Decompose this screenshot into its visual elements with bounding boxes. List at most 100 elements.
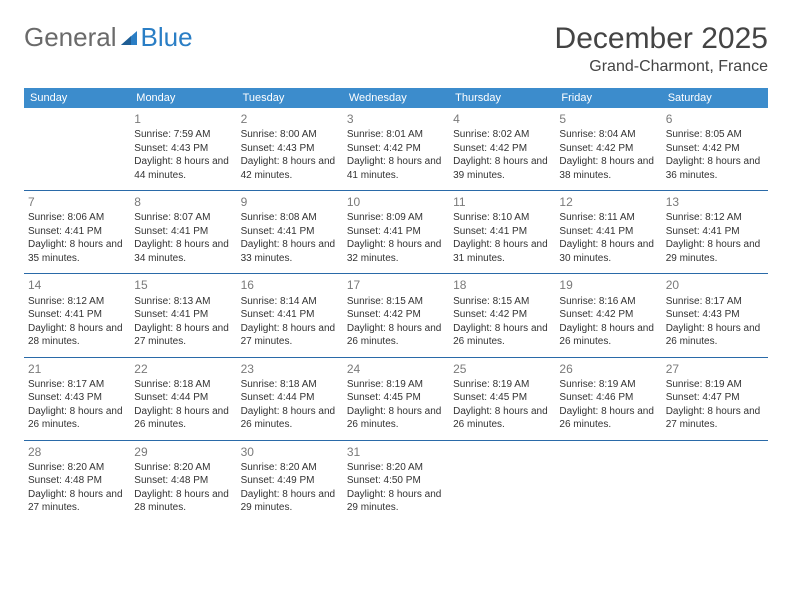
- day-number: 26: [559, 361, 657, 377]
- day-number: 24: [347, 361, 445, 377]
- day-number: 28: [28, 444, 126, 460]
- week-row: 7Sunrise: 8:06 AMSunset: 4:41 PMDaylight…: [24, 191, 768, 274]
- day-cell: 11Sunrise: 8:10 AMSunset: 4:41 PMDayligh…: [449, 191, 555, 274]
- day-cell: 30Sunrise: 8:20 AMSunset: 4:49 PMDayligh…: [237, 440, 343, 523]
- day-cell: 25Sunrise: 8:19 AMSunset: 4:45 PMDayligh…: [449, 357, 555, 440]
- day-cell: 19Sunrise: 8:16 AMSunset: 4:42 PMDayligh…: [555, 274, 661, 357]
- header: General Blue December 2025 Grand-Charmon…: [24, 22, 768, 76]
- day-cell: 12Sunrise: 8:11 AMSunset: 4:41 PMDayligh…: [555, 191, 661, 274]
- day-header: Tuesday: [237, 88, 343, 108]
- day-cell: 24Sunrise: 8:19 AMSunset: 4:45 PMDayligh…: [343, 357, 449, 440]
- day-header-row: SundayMondayTuesdayWednesdayThursdayFrid…: [24, 88, 768, 108]
- day-number: 30: [241, 444, 339, 460]
- day-number: 27: [666, 361, 764, 377]
- day-cell: 21Sunrise: 8:17 AMSunset: 4:43 PMDayligh…: [24, 357, 130, 440]
- day-number: 21: [28, 361, 126, 377]
- day-cell: 10Sunrise: 8:09 AMSunset: 4:41 PMDayligh…: [343, 191, 449, 274]
- day-info: Sunrise: 8:07 AMSunset: 4:41 PMDaylight:…: [134, 211, 232, 265]
- logo: General Blue: [24, 22, 193, 53]
- day-info: Sunrise: 8:17 AMSunset: 4:43 PMDaylight:…: [28, 378, 126, 432]
- day-number: 22: [134, 361, 232, 377]
- day-number: 7: [28, 194, 126, 210]
- day-number: 10: [347, 194, 445, 210]
- day-cell: 2Sunrise: 8:00 AMSunset: 4:43 PMDaylight…: [237, 108, 343, 191]
- day-number: 18: [453, 277, 551, 293]
- day-cell: 18 Sunrise: 8:15 AMSunset: 4:42 PMDayligh…: [449, 274, 555, 357]
- day-number: 11: [453, 194, 551, 210]
- day-info: Sunrise: 8:20 AMSunset: 4:48 PMDaylight:…: [28, 461, 126, 515]
- day-info: Sunrise: 8:20 AMSunset: 4:50 PMDaylight:…: [347, 461, 445, 515]
- day-number: 31: [347, 444, 445, 460]
- day-header: Sunday: [24, 88, 130, 108]
- day-cell: 4Sunrise: 8:02 AMSunset: 4:42 PMDaylight…: [449, 108, 555, 191]
- day-info: Sunrise: 8:06 AMSunset: 4:41 PMDaylight:…: [28, 211, 126, 265]
- day-header: Saturday: [662, 88, 768, 108]
- day-number: 12: [559, 194, 657, 210]
- day-info: Sunrise: 8:20 AMSunset: 4:49 PMDaylight:…: [241, 461, 339, 515]
- day-cell: 1Sunrise: 7:59 AMSunset: 4:43 PMDaylight…: [130, 108, 236, 191]
- day-cell: 31Sunrise: 8:20 AMSunset: 4:50 PMDayligh…: [343, 440, 449, 523]
- day-number: 5: [559, 111, 657, 127]
- day-cell: 9Sunrise: 8:08 AMSunset: 4:41 PMDaylight…: [237, 191, 343, 274]
- day-header: Monday: [130, 88, 236, 108]
- day-number: 17: [347, 277, 445, 293]
- day-info: Sunrise: 8:12 AMSunset: 4:41 PMDaylight:…: [666, 211, 764, 265]
- page-title: December 2025: [555, 22, 768, 56]
- day-cell: 20Sunrise: 8:17 AMSunset: 4:43 PMDayligh…: [662, 274, 768, 357]
- logo-word-general: General: [24, 22, 117, 53]
- day-number: 19: [559, 277, 657, 293]
- day-info: Sunrise: 8:17 AMSunset: 4:43 PMDaylight:…: [666, 295, 764, 349]
- day-info: Sunrise: 8:05 AMSunset: 4:42 PMDaylight:…: [666, 128, 764, 182]
- day-info: Sunrise: 8:09 AMSunset: 4:41 PMDaylight:…: [347, 211, 445, 265]
- day-info: Sunrise: 8:18 AMSunset: 4:44 PMDaylight:…: [241, 378, 339, 432]
- day-info: Sunrise: 8:13 AMSunset: 4:41 PMDaylight:…: [134, 295, 232, 349]
- day-number: 9: [241, 194, 339, 210]
- day-number: 14: [28, 277, 126, 293]
- day-cell: 16Sunrise: 8:14 AMSunset: 4:41 PMDayligh…: [237, 274, 343, 357]
- day-cell: 7Sunrise: 8:06 AMSunset: 4:41 PMDaylight…: [24, 191, 130, 274]
- day-cell: [662, 440, 768, 523]
- day-cell: 15 Sunrise: 8:13 AMSunset: 4:41 PMDayligh…: [130, 274, 236, 357]
- logo-sail-icon: [119, 23, 139, 41]
- week-row: 28Sunrise: 8:20 AMSunset: 4:48 PMDayligh…: [24, 440, 768, 523]
- day-number: 29: [134, 444, 232, 460]
- day-number: 2: [241, 111, 339, 127]
- day-cell: 27Sunrise: 8:19 AMSunset: 4:47 PMDayligh…: [662, 357, 768, 440]
- day-info: Sunrise: 8:18 AMSunset: 4:44 PMDaylight:…: [134, 378, 232, 432]
- day-number: 16: [241, 277, 339, 293]
- day-number: 15: [134, 277, 232, 293]
- week-row: 1Sunrise: 7:59 AMSunset: 4:43 PMDaylight…: [24, 108, 768, 191]
- day-number: 25: [453, 361, 551, 377]
- day-info: Sunrise: 8:00 AMSunset: 4:43 PMDaylight:…: [241, 128, 339, 182]
- day-header: Wednesday: [343, 88, 449, 108]
- day-header: Friday: [555, 88, 661, 108]
- day-number: 4: [453, 111, 551, 127]
- day-cell: 26Sunrise: 8:19 AMSunset: 4:46 PMDayligh…: [555, 357, 661, 440]
- day-cell: 8Sunrise: 8:07 AMSunset: 4:41 PMDaylight…: [130, 191, 236, 274]
- title-block: December 2025 Grand-Charmont, France: [555, 22, 768, 76]
- day-cell: [555, 440, 661, 523]
- logo-word-blue: Blue: [141, 22, 193, 53]
- day-cell: 13Sunrise: 8:12 AMSunset: 4:41 PMDayligh…: [662, 191, 768, 274]
- day-number: 3: [347, 111, 445, 127]
- day-number: 13: [666, 194, 764, 210]
- day-info: Sunrise: 8:19 AMSunset: 4:45 PMDaylight:…: [347, 378, 445, 432]
- day-cell: 5Sunrise: 8:04 AMSunset: 4:42 PMDaylight…: [555, 108, 661, 191]
- day-info: Sunrise: 7:59 AMSunset: 4:43 PMDaylight:…: [134, 128, 232, 182]
- calendar-table: SundayMondayTuesdayWednesdayThursdayFrid…: [24, 88, 768, 523]
- day-cell: 3Sunrise: 8:01 AMSunset: 4:42 PMDaylight…: [343, 108, 449, 191]
- day-number: 8: [134, 194, 232, 210]
- week-row: 14Sunrise: 8:12 AMSunset: 4:41 PMDayligh…: [24, 274, 768, 357]
- week-row: 21Sunrise: 8:17 AMSunset: 4:43 PMDayligh…: [24, 357, 768, 440]
- day-info: Sunrise: 8:19 AMSunset: 4:45 PMDaylight:…: [453, 378, 551, 432]
- day-info: Sunrise: 8:02 AMSunset: 4:42 PMDaylight:…: [453, 128, 551, 182]
- day-cell: 23Sunrise: 8:18 AMSunset: 4:44 PMDayligh…: [237, 357, 343, 440]
- day-header: Thursday: [449, 88, 555, 108]
- day-info: Sunrise: 8:08 AMSunset: 4:41 PMDaylight:…: [241, 211, 339, 265]
- day-info: Sunrise: 8:11 AMSunset: 4:41 PMDaylight:…: [559, 211, 657, 265]
- day-info: Sunrise: 8:15 AMSunset: 4:42 PMDaylight:…: [453, 295, 551, 349]
- day-info: Sunrise: 8:15 AMSunset: 4:42 PMDaylight:…: [347, 295, 445, 349]
- day-info: Sunrise: 8:19 AMSunset: 4:46 PMDaylight:…: [559, 378, 657, 432]
- day-cell: 28Sunrise: 8:20 AMSunset: 4:48 PMDayligh…: [24, 440, 130, 523]
- day-number: 23: [241, 361, 339, 377]
